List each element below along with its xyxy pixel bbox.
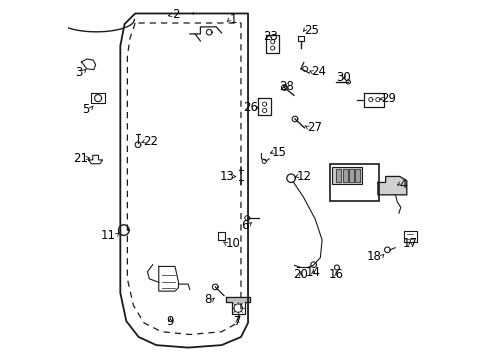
Text: 27: 27 <box>306 121 322 134</box>
Text: 2: 2 <box>172 8 179 21</box>
Text: 19: 19 <box>332 171 347 184</box>
Polygon shape <box>377 176 406 195</box>
Text: 14: 14 <box>305 266 320 279</box>
Text: 18: 18 <box>366 251 381 264</box>
Text: 4: 4 <box>398 178 406 191</box>
Text: 28: 28 <box>278 80 293 93</box>
Text: 30: 30 <box>336 71 351 84</box>
Text: 10: 10 <box>225 237 241 250</box>
Text: 7: 7 <box>233 315 241 328</box>
Bar <box>342 170 347 182</box>
Text: 24: 24 <box>310 65 325 78</box>
Bar <box>355 170 360 182</box>
Text: 13: 13 <box>219 170 234 183</box>
Text: 20: 20 <box>293 268 308 281</box>
Text: 15: 15 <box>271 146 286 159</box>
Bar <box>336 170 341 182</box>
Bar <box>331 167 361 184</box>
Text: 23: 23 <box>263 30 278 42</box>
Text: 1: 1 <box>229 13 237 26</box>
Text: 6: 6 <box>241 219 248 231</box>
Text: 21: 21 <box>73 152 88 165</box>
Text: 22: 22 <box>143 135 158 148</box>
Text: 29: 29 <box>381 93 396 105</box>
Text: 5: 5 <box>82 103 90 116</box>
Text: 3: 3 <box>75 66 83 79</box>
Text: 8: 8 <box>204 293 212 306</box>
Text: 17: 17 <box>402 237 417 250</box>
Text: 26: 26 <box>243 101 257 114</box>
Bar <box>329 164 379 201</box>
Bar <box>348 170 353 182</box>
Polygon shape <box>225 297 250 302</box>
Text: 25: 25 <box>304 23 319 37</box>
Text: 11: 11 <box>101 229 116 242</box>
Text: 12: 12 <box>296 170 311 183</box>
Text: 16: 16 <box>328 268 343 281</box>
Text: 9: 9 <box>166 315 174 328</box>
